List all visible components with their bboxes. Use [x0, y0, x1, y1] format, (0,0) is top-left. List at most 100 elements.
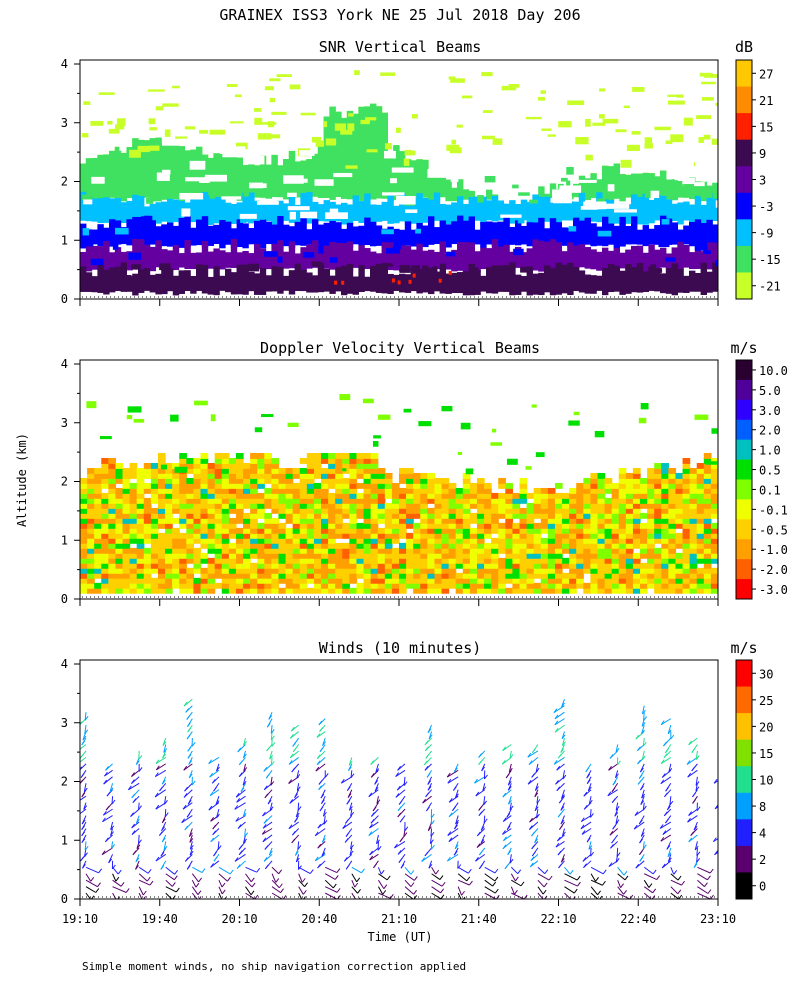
doppler-cell [512, 512, 521, 519]
doppler-cell [150, 567, 159, 574]
doppler-cell [271, 582, 280, 589]
doppler-cell [306, 512, 315, 519]
doppler-cell [540, 487, 549, 494]
doppler-cell [455, 587, 464, 594]
snr-cell [213, 266, 220, 296]
doppler-cell [406, 502, 414, 509]
doppler-cell [661, 502, 669, 509]
wind-barb-flag [321, 852, 326, 857]
doppler-cell [101, 477, 109, 484]
snr-cell [665, 218, 673, 245]
wind-barb-flag [195, 882, 200, 888]
doppler-cell [668, 587, 677, 594]
doppler-cell [569, 507, 577, 514]
doppler-cell [108, 502, 117, 509]
doppler-cell [370, 587, 379, 594]
doppler-cell [292, 487, 301, 494]
wind-barb-flag [90, 877, 95, 882]
doppler-cell [640, 482, 648, 489]
doppler-cell [193, 517, 202, 524]
doppler-cell [306, 472, 315, 479]
doppler-cell [150, 557, 159, 564]
doppler-cell [349, 557, 358, 564]
doppler-cell [264, 487, 272, 494]
doppler-cell [703, 502, 712, 509]
doppler-cell [328, 572, 336, 579]
doppler-cell [87, 527, 95, 534]
wind-barb [642, 737, 645, 747]
doppler-cell [491, 557, 499, 564]
wind-barb [580, 821, 592, 830]
doppler-cell [278, 502, 287, 509]
doppler-cell [363, 542, 372, 549]
doppler-cell [604, 517, 613, 524]
wind-barb [421, 853, 432, 862]
snr-cell [542, 234, 551, 241]
doppler-cell [406, 477, 414, 484]
doppler-cell [703, 557, 712, 564]
doppler-cell [306, 547, 315, 554]
wind-barb-flag [707, 875, 711, 881]
doppler-cell [625, 522, 634, 529]
wind-barb [722, 783, 724, 791]
snr-cell [201, 241, 209, 270]
doppler-cell [533, 562, 542, 569]
doppler-cell [165, 467, 173, 474]
doppler-cell [115, 462, 124, 469]
doppler-cell [377, 467, 386, 474]
doppler-cell [505, 572, 514, 579]
doppler-cell [179, 492, 187, 499]
snr-gap [608, 150, 621, 155]
doppler-cell [498, 492, 506, 499]
wind-barb [138, 866, 149, 874]
wind-barb-flag [317, 863, 321, 869]
doppler-cell [661, 547, 669, 554]
doppler-cell [292, 577, 301, 584]
snr-cell [468, 216, 475, 248]
wind-barb-flag [423, 760, 428, 766]
snr-cell [263, 251, 278, 257]
snr-cell [395, 127, 401, 133]
snr-cell [660, 170, 667, 201]
doppler-cell [604, 557, 613, 564]
snr-cell [335, 111, 342, 198]
wind-barb [245, 879, 253, 888]
doppler-cell [434, 577, 443, 584]
doppler-cell [299, 467, 308, 474]
doppler-cell [377, 567, 386, 574]
doppler-cell [597, 557, 606, 564]
doppler-cell [86, 401, 97, 409]
doppler-cell [505, 547, 514, 554]
doppler-cell [484, 522, 492, 529]
colorbar-label: 4 [759, 827, 766, 841]
snr-cell [138, 139, 145, 198]
wind-barb [484, 886, 496, 894]
doppler-cell [313, 552, 322, 559]
snr-cell [178, 270, 185, 294]
doppler-cell [384, 502, 393, 509]
snr-cell [375, 253, 383, 270]
wind-barb-flag [452, 806, 456, 811]
wind-barb-flag [557, 812, 562, 818]
doppler-cell [257, 572, 265, 579]
doppler-cell [413, 547, 421, 554]
wind-barb-flag [160, 851, 165, 857]
doppler-cell [257, 512, 265, 519]
doppler-cell [420, 587, 428, 594]
doppler-cell [682, 522, 691, 529]
doppler-cell [399, 547, 407, 554]
snr-cell [468, 242, 475, 270]
doppler-cell [476, 517, 485, 524]
doppler-cell [399, 487, 407, 494]
wind-barb-flag [81, 819, 86, 825]
wind-barb [377, 879, 385, 890]
doppler-cell [87, 587, 95, 594]
doppler-cell [661, 562, 669, 569]
snr-cell [411, 114, 418, 119]
doppler-cell [129, 582, 138, 589]
doppler-cell [377, 472, 386, 479]
snr-cell [149, 138, 156, 202]
doppler-cell [370, 492, 379, 499]
doppler-cell [214, 542, 223, 549]
wind-barb [218, 879, 223, 888]
